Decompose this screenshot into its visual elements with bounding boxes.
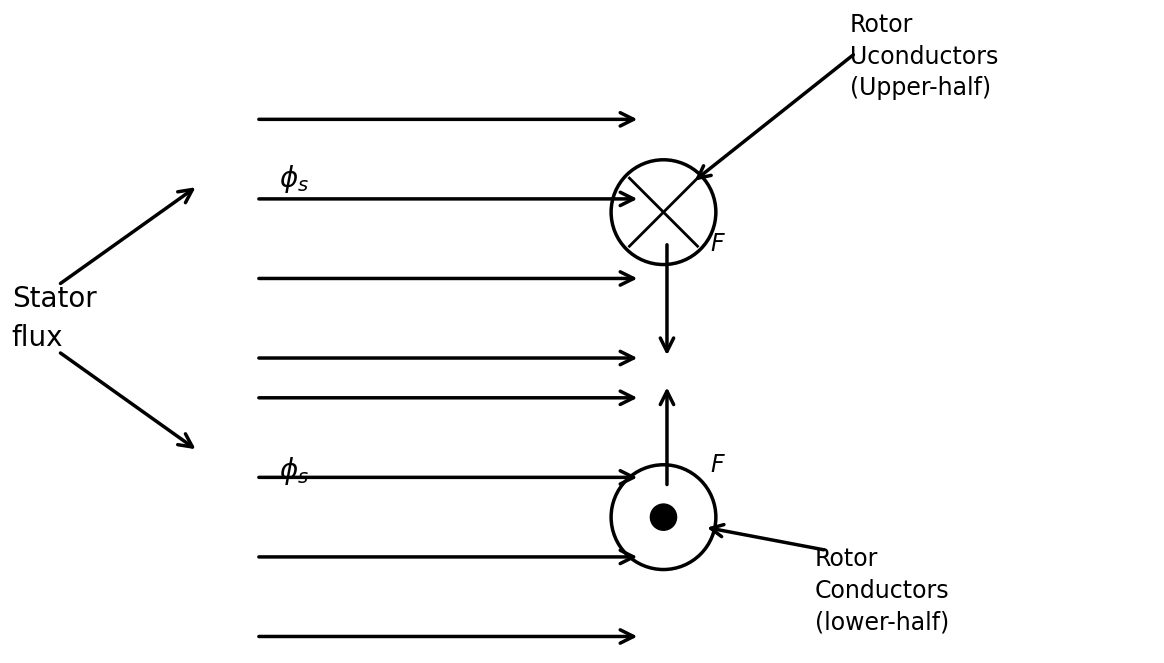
Text: Rotor
Uconductors
(Upper-half): Rotor Uconductors (Upper-half) [850,13,998,101]
Text: $\phi_s$: $\phi_s$ [279,163,310,195]
Ellipse shape [651,504,676,530]
Text: Stator
flux: Stator flux [12,284,97,352]
Text: Rotor
Conductors
(lower-half): Rotor Conductors (lower-half) [815,547,950,634]
Text: F: F [710,453,724,477]
Text: $\phi_s$: $\phi_s$ [279,455,310,487]
Text: F: F [710,232,724,256]
